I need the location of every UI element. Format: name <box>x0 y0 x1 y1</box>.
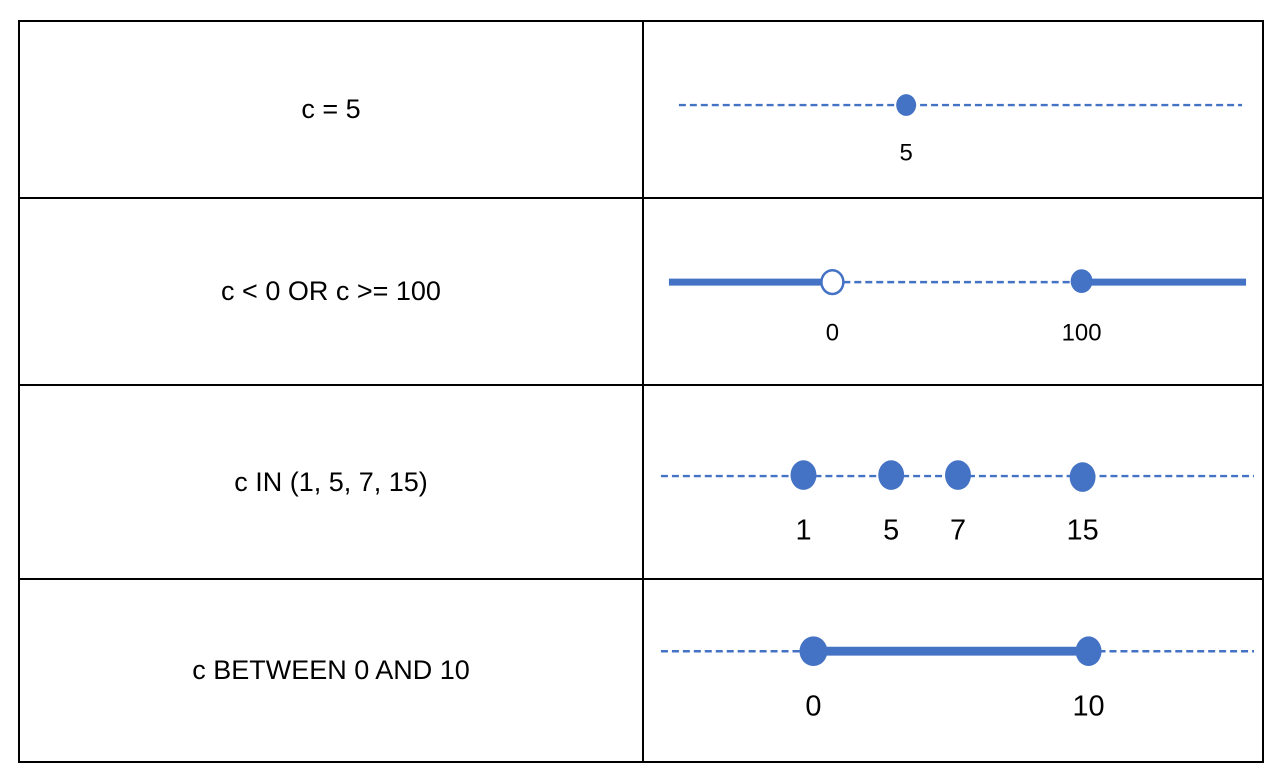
number-line-cell-between: 0 10 <box>644 580 1262 761</box>
number-line-equals: 5 <box>678 94 1243 167</box>
number-line-cell-equals: 5 <box>644 22 1262 199</box>
number-line-cell-in: 1 5 7 15 <box>644 386 1262 580</box>
included-point-100 <box>1070 269 1093 293</box>
condition-cell-in: c IN (1, 5, 7, 15) <box>20 386 644 580</box>
condition-cell-between: c BETWEEN 0 AND 10 <box>20 580 644 761</box>
point-label-10: 10 <box>1072 691 1104 723</box>
included-point-5 <box>878 460 905 490</box>
point-label-100: 100 <box>1062 320 1102 347</box>
number-line-cell-or: 0 100 <box>644 199 1262 386</box>
point-label-7: 7 <box>950 514 966 546</box>
number-line-or: 0 100 <box>668 268 1247 347</box>
point-label-0: 0 <box>826 320 839 347</box>
point-label-5: 5 <box>899 140 912 167</box>
condition-cell-or: c < 0 OR c >= 100 <box>20 199 644 386</box>
condition-label: c IN (1, 5, 7, 15) <box>234 466 428 497</box>
conditions-table: c = 5 5 c < 0 OR c >= 100 0 100 c IN (1,… <box>18 20 1264 763</box>
excluded-point-0 <box>820 268 845 296</box>
condition-cell-equals: c = 5 <box>20 22 644 199</box>
condition-label: c BETWEEN 0 AND 10 <box>192 655 470 685</box>
condition-label: c < 0 OR c >= 100 <box>221 276 441 306</box>
included-point-15 <box>1069 462 1096 492</box>
point-label-1: 1 <box>795 514 811 546</box>
number-line-in: 1 5 7 15 <box>660 460 1255 546</box>
included-point-1 <box>790 460 817 490</box>
included-point-7 <box>945 460 971 490</box>
point-label-5: 5 <box>883 514 899 546</box>
point-label-15: 15 <box>1067 514 1099 546</box>
included-point-10 <box>1075 636 1102 667</box>
included-point-5 <box>896 94 917 116</box>
point-label-0: 0 <box>805 691 821 723</box>
included-point-0 <box>799 636 828 667</box>
condition-label: c = 5 <box>301 94 361 124</box>
number-line-between: 0 10 <box>660 636 1255 723</box>
